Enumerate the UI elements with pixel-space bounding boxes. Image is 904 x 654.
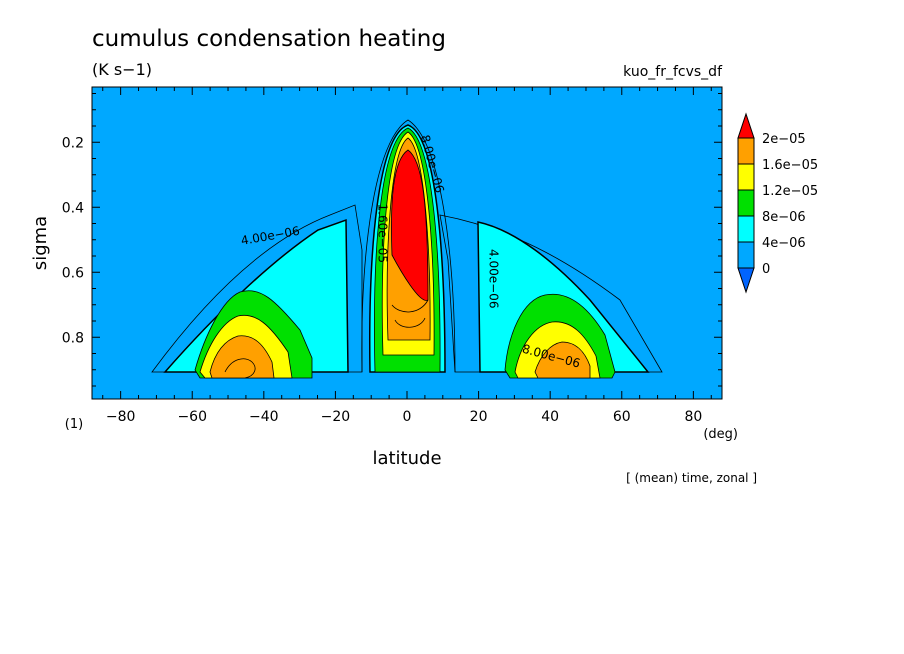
averaging-note: [ (mean) time, zonal ] bbox=[626, 471, 757, 485]
colorbar-over-arrow bbox=[737, 112, 755, 139]
chart-title: cumulus condensation heating bbox=[92, 26, 446, 52]
colorbar-segment bbox=[737, 137, 755, 165]
colorbar-label: 4e−06 bbox=[762, 236, 806, 251]
colorbar-segment bbox=[737, 189, 755, 217]
contour-inner-equator bbox=[391, 299, 429, 328]
x-tick-label: −80 bbox=[106, 409, 136, 425]
colorbar-under-arrow bbox=[737, 267, 755, 294]
contour-0-equator bbox=[361, 119, 456, 373]
x-tick-label: 80 bbox=[684, 409, 702, 425]
y-tick-label: 0.6 bbox=[62, 265, 84, 281]
y-tick-label: 0.8 bbox=[62, 330, 84, 346]
colorbar-label: 2e−05 bbox=[762, 132, 806, 147]
fill-1.6e-5-north bbox=[534, 341, 591, 379]
colorbar: 0 4e−06 8e−06 1.2e−05 1.6e−05 2e−05 bbox=[737, 112, 818, 294]
colorbar-label: 1.2e−05 bbox=[762, 184, 818, 199]
chart-variable: kuo_fr_fcvs_df bbox=[623, 64, 723, 80]
x-tick-label: 40 bbox=[541, 409, 559, 425]
fill-1.6e-5-south bbox=[209, 335, 275, 379]
y-axis-label: sigma bbox=[30, 216, 51, 270]
northern-heating-cell bbox=[439, 214, 663, 379]
x-axis-label: latitude bbox=[372, 448, 441, 469]
x-axis-unit: (deg) bbox=[703, 427, 738, 442]
colorbar-label: 8e−06 bbox=[762, 210, 806, 225]
y-tick-label: 0.4 bbox=[62, 200, 84, 216]
axes: −80 −60 −40 −20 0 20 40 60 80 0.2 0.4 0.6 0.8 bbox=[62, 87, 722, 425]
x-tick-label: −20 bbox=[321, 409, 351, 425]
contour-label: 4.00e−06 bbox=[486, 249, 500, 308]
colorbar-segment bbox=[737, 241, 755, 269]
plot-area: 4.00e−064.00e−068.00e−061.60e−058.00e−06 bbox=[91, 86, 723, 400]
chart-units: (K s−1) bbox=[92, 60, 152, 79]
southern-heating-cell bbox=[151, 204, 363, 379]
x-tick-label: −40 bbox=[249, 409, 279, 425]
equatorial-heating-cell bbox=[361, 119, 456, 373]
x-tick-label: 60 bbox=[613, 409, 631, 425]
colorbar-segment bbox=[737, 215, 755, 243]
colorbar-label: 0 bbox=[762, 262, 770, 277]
colorbar-segment bbox=[737, 163, 755, 191]
contour-inner-south bbox=[224, 358, 256, 379]
fill-2e-5-equator bbox=[391, 149, 429, 301]
y-axis-unit: (1) bbox=[65, 417, 83, 432]
x-tick-label: 20 bbox=[470, 409, 488, 425]
y-tick-label: 0.2 bbox=[62, 135, 84, 151]
contour-0-south bbox=[151, 204, 363, 373]
colorbar-label: 1.6e−05 bbox=[762, 158, 818, 173]
x-tick-label: −60 bbox=[177, 409, 207, 425]
contour-label: 1.60e−05 bbox=[375, 204, 389, 263]
x-tick-label: 0 bbox=[403, 409, 412, 425]
